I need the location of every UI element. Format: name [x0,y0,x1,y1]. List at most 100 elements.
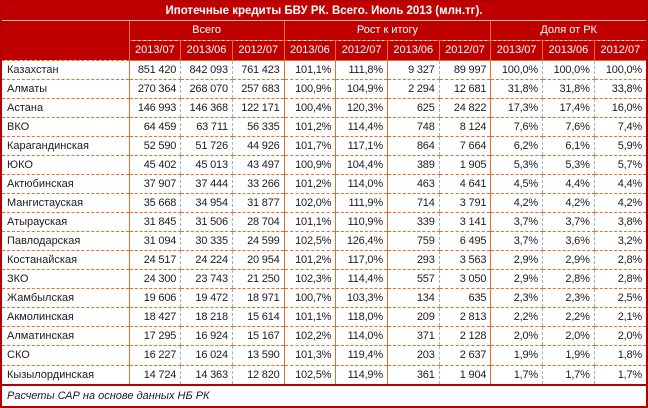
value-cell: 102,5% [283,231,336,252]
value-cell: 31 877 [231,193,285,214]
value-cell: 5,3% [542,155,595,175]
value-cell: 9 327 [386,60,440,80]
value-cell: 2,2% [542,307,595,328]
table-row: Мангистауская 35 668 34 954 31 877 102,0% 111… [2,193,646,214]
value-cell: 31,8% [542,79,595,99]
table-row: Актюбинская 37 907 37 444 33 266 101,2% 114,0… [2,174,646,194]
value-cell: 851 420 [128,60,181,80]
table-row: ЮКО 45 402 45 013 43 497 100,9% 104,4% 389 1 90… [2,155,646,175]
corner-cell [2,20,130,61]
value-cell: 2 128 [438,326,491,347]
value-cell: 24 300 [128,269,181,290]
value-cell: 635 [438,288,491,309]
group-header-1: Всего [128,20,285,41]
value-cell: 24 517 [128,250,181,271]
value-cell: 2 294 [386,79,440,99]
value-cell: 1 905 [438,155,491,175]
value-cell: 104,9% [335,79,388,99]
value-cell: 625 [386,98,440,118]
table-title: Ипотечные кредиты БВУ РК. Всего. Июль 20… [2,2,646,21]
value-cell: 4,4% [542,174,595,194]
value-cell: 101,1% [283,307,336,328]
value-cell: 18 218 [180,307,233,328]
subheader-cell: 2013/07 [128,40,181,61]
value-cell: 2 813 [438,307,491,328]
value-cell: 16 227 [128,345,181,366]
subheader-cell: 2013/06 [180,40,233,61]
table-row: Казахстан 851 420 842 093 761 423 101,1% 111,… [2,60,646,80]
value-cell: 64 459 [128,117,181,137]
table-row: Акмолинская 18 427 18 218 15 614 101,1% 118,0… [2,307,646,328]
value-cell: 101,1% [283,60,336,80]
table-row: Костанайская 24 517 24 224 20 954 101,2% 117,… [2,250,646,271]
value-cell: 1,9% [542,345,595,366]
value-cell: 6,1% [542,136,595,156]
value-cell: 2,0% [593,326,646,347]
value-cell: 268 070 [180,79,233,99]
value-cell: 34 954 [180,193,233,214]
value-cell: 100,9% [283,155,336,175]
table-row: Алматы 270 364 268 070 257 683 100,9% 104,9% 2… [2,79,646,99]
value-cell: 748 [386,117,440,137]
value-cell: 20 954 [231,250,285,271]
value-cell: 17,3% [490,98,543,118]
region-cell: Костанайская [2,250,129,271]
value-cell: 361 [386,365,440,386]
value-cell: 2,8% [542,269,595,290]
subheader-row: 2013/07 2013/06 2012/07 2013/06 2012/07 2013/… [2,40,646,61]
value-cell: 31 094 [128,231,181,252]
value-cell: 557 [386,269,440,290]
value-cell: 114,9% [335,365,388,386]
value-cell: 13 590 [231,345,285,366]
value-cell: 146 368 [180,98,233,118]
title-row: Ипотечные кредиты БВУ РК. Всего. Июль 20… [2,2,646,21]
value-cell: 4,2% [490,193,543,214]
value-cell: 114,4% [335,117,388,137]
region-cell: ЮКО [2,155,129,175]
value-cell: 15 614 [231,307,285,328]
table-row: ЗКО 24 300 23 743 21 250 102,3% 114,4% 557 3 05… [2,269,646,290]
value-cell: 19 472 [180,288,233,309]
value-cell: 3 050 [438,269,491,290]
value-cell: 4 641 [438,174,491,194]
value-cell: 100,0% [593,60,646,80]
region-cell: Алматинская [2,326,129,347]
value-cell: 4,2% [542,193,595,214]
value-cell: 257 683 [231,79,285,99]
value-cell: 209 [386,307,440,328]
subheader-cell: 2012/07 [335,40,388,61]
table-row: Атырауская 31 845 31 506 28 704 101,1% 110,9%… [2,212,646,233]
value-cell: 35 668 [128,193,181,214]
value-cell: 102,2% [283,326,336,347]
value-cell: 100,0% [490,60,543,80]
region-cell: Павлодарская [2,231,129,252]
value-cell: 7 664 [438,136,491,156]
value-cell: 101,3% [283,345,336,366]
value-cell: 270 364 [128,79,181,99]
value-cell: 24 599 [231,231,285,252]
value-cell: 842 093 [180,60,233,80]
value-cell: 12 681 [438,79,491,99]
table-row: СКО 16 227 16 024 13 590 101,3% 119,4% 203 2 63… [2,345,646,366]
value-cell: 56 335 [231,117,285,137]
value-cell: 100,0% [542,60,595,80]
value-cell: 7,6% [490,117,543,137]
value-cell: 864 [386,136,440,156]
value-cell: 2,0% [490,326,543,347]
value-cell: 3 141 [438,212,491,233]
value-cell: 6 495 [438,231,491,252]
value-cell: 2,9% [490,269,543,290]
value-cell: 101,2% [283,174,336,194]
value-cell: 101,2% [283,117,336,137]
value-cell: 110,9% [335,212,388,233]
value-cell: 117,1% [335,136,388,156]
value-cell: 45 013 [180,155,233,175]
group-header-row: Всего Рост к итогу Доля от РК [2,20,646,61]
value-cell: 28 704 [231,212,285,233]
value-cell: 759 [386,231,440,252]
region-cell: Акмолинская [2,307,129,328]
value-cell: 371 [386,326,440,347]
region-cell: Казахстан [2,60,129,80]
value-cell: 2,2% [490,307,543,328]
value-cell: 102,3% [283,269,336,290]
